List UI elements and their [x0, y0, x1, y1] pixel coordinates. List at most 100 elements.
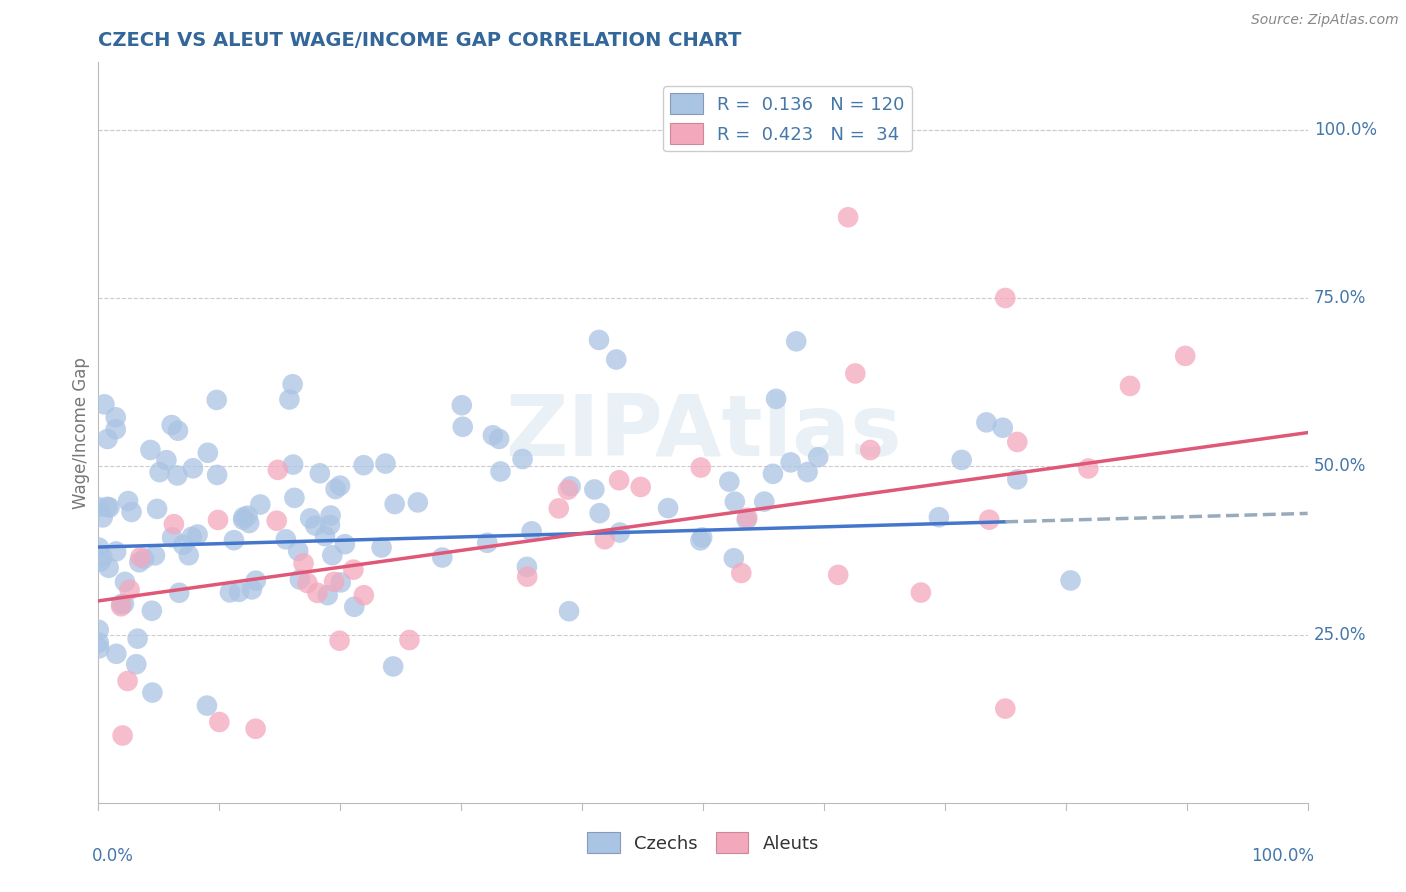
Point: [762, 467, 785, 481]
Point: [512, 452, 534, 467]
Point: [779, 455, 801, 469]
Point: [172, 538, 194, 552]
Point: [1059, 574, 1081, 588]
Point: [91, 549, 114, 564]
Point: [91, 510, 114, 524]
Legend: Czechs, Aleuts: Czechs, Aleuts: [579, 825, 827, 861]
Point: [630, 480, 652, 494]
Point: [96, 432, 118, 446]
Text: 50.0%: 50.0%: [1313, 458, 1367, 475]
Point: [207, 513, 229, 527]
Point: [129, 550, 152, 565]
Point: [87, 623, 110, 637]
Point: [308, 467, 330, 481]
Point: [177, 549, 200, 563]
Point: [307, 586, 329, 600]
Point: [1077, 461, 1099, 475]
Point: [87, 635, 110, 649]
Point: [754, 494, 776, 508]
Point: [382, 659, 405, 673]
Text: 100.0%: 100.0%: [1313, 120, 1376, 139]
Point: [195, 698, 218, 713]
Point: [304, 518, 326, 533]
Point: [155, 453, 177, 467]
Point: [605, 352, 627, 367]
Point: [93, 397, 115, 411]
Point: [314, 529, 336, 543]
Point: [139, 442, 162, 457]
Point: [281, 458, 304, 472]
Point: [432, 550, 454, 565]
Point: [374, 457, 396, 471]
Point: [735, 513, 758, 527]
Point: [718, 475, 741, 489]
Point: [1007, 434, 1029, 449]
Point: [117, 494, 139, 508]
Point: [406, 495, 429, 509]
Point: [118, 582, 141, 597]
Point: [197, 446, 219, 460]
Point: [238, 516, 260, 530]
Point: [343, 599, 366, 614]
Point: [976, 416, 998, 430]
Point: [245, 722, 267, 736]
Point: [765, 392, 787, 406]
Point: [240, 582, 263, 597]
Point: [236, 508, 259, 523]
Point: [488, 432, 510, 446]
Point: [146, 502, 169, 516]
Point: [730, 566, 752, 580]
Point: [267, 463, 290, 477]
Point: [96, 500, 118, 514]
Point: [827, 567, 849, 582]
Point: [477, 536, 499, 550]
Point: [90, 554, 112, 568]
Point: [104, 422, 127, 436]
Point: [384, 497, 406, 511]
Point: [121, 505, 143, 519]
Point: [228, 584, 250, 599]
Point: [1174, 349, 1197, 363]
Point: [319, 508, 342, 523]
Point: [114, 574, 136, 589]
Point: [163, 517, 186, 532]
Point: [588, 506, 610, 520]
Point: [125, 657, 148, 672]
Point: [205, 392, 228, 407]
Point: [859, 443, 882, 458]
Point: [89, 641, 111, 656]
Text: CZECH VS ALEUT WAGE/INCOME GAP CORRELATION CHART: CZECH VS ALEUT WAGE/INCOME GAP CORRELATI…: [98, 30, 742, 50]
Point: [837, 211, 859, 225]
Point: [593, 532, 616, 546]
Point: [796, 465, 818, 479]
Point: [105, 544, 128, 558]
Point: [87, 541, 110, 555]
Point: [520, 524, 543, 539]
Point: [166, 468, 188, 483]
Point: [134, 551, 156, 566]
Point: [98, 500, 121, 515]
Text: 75.0%: 75.0%: [1313, 289, 1367, 307]
Point: [353, 588, 375, 602]
Point: [547, 501, 569, 516]
Text: 100.0%: 100.0%: [1250, 847, 1313, 865]
Point: [128, 555, 150, 569]
Point: [249, 498, 271, 512]
Point: [323, 574, 346, 589]
Point: [160, 530, 183, 544]
Point: [281, 377, 304, 392]
Point: [232, 510, 254, 524]
Point: [329, 575, 352, 590]
Point: [167, 424, 190, 438]
Point: [689, 533, 711, 548]
Y-axis label: Wage/Income Gap: Wage/Income Gap: [72, 357, 90, 508]
Point: [1119, 379, 1142, 393]
Point: [607, 473, 630, 487]
Point: [148, 465, 170, 479]
Point: [516, 569, 538, 583]
Point: [112, 597, 135, 611]
Text: 25.0%: 25.0%: [1313, 625, 1367, 643]
Point: [329, 478, 352, 492]
Point: [482, 428, 505, 442]
Point: [110, 597, 132, 611]
